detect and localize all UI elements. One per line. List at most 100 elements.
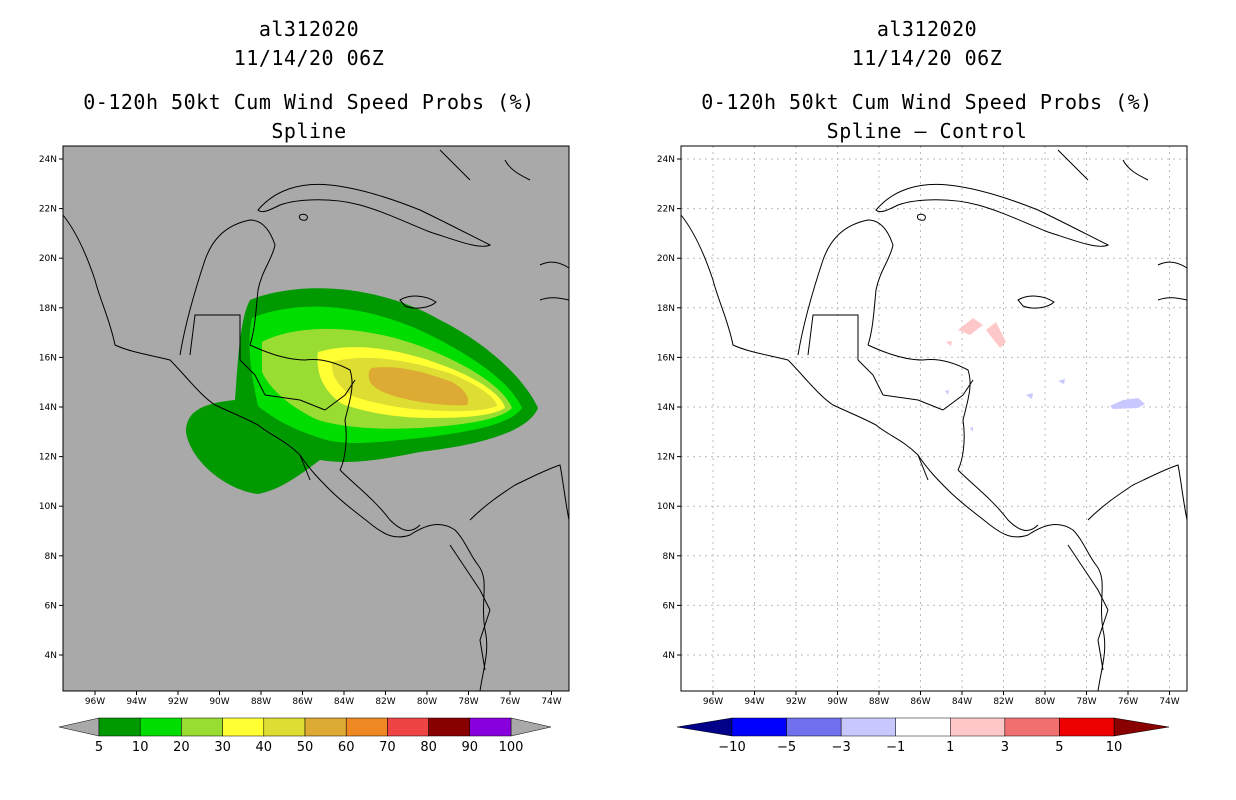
coastline — [479, 609, 491, 671]
map-background — [681, 146, 1187, 691]
colorbar-swatch — [786, 717, 842, 737]
lat-label: 20N — [657, 254, 675, 264]
lon-label: 78W — [458, 697, 478, 707]
diff-region-positive — [958, 318, 983, 335]
lat-label: 14N — [657, 403, 675, 413]
probability-shading — [186, 288, 538, 494]
diff-region-negative — [1026, 393, 1033, 399]
coastline — [1017, 295, 1055, 309]
storm-id: al312020 — [258, 17, 360, 41]
colorbar-arrow-low — [676, 717, 733, 737]
colorbar-label: −10 — [718, 740, 745, 755]
coastline — [469, 464, 570, 521]
diff-region-negative — [1058, 379, 1065, 384]
lat-label: 24N — [657, 155, 675, 165]
colorbar-label: −3 — [832, 740, 851, 755]
lat-label: 18N — [657, 304, 675, 314]
datetime: 11/14/20 06Z — [851, 46, 1003, 70]
coastline — [257, 183, 492, 247]
lat-label: 16N — [39, 353, 57, 363]
map-frame — [680, 145, 1188, 692]
lat-label: 16N — [657, 353, 675, 363]
storm-id: al312020 — [876, 17, 978, 41]
map-frame — [62, 145, 570, 692]
colorbar-label: 60 — [338, 740, 355, 755]
lon-label: 92W — [168, 697, 188, 707]
colorbar-label: 100 — [499, 740, 524, 755]
colorbar: −10 −5 −3 −1 1 3 5 10 — [676, 717, 1170, 755]
coastline — [917, 454, 929, 481]
lat-label: 6N — [45, 601, 57, 611]
colorbar-swatch — [139, 717, 182, 737]
lon-label: 86W — [292, 697, 312, 707]
lon-label: 94W — [744, 697, 764, 707]
colorbar-swatch — [469, 717, 512, 737]
colorbar-label: 10 — [132, 740, 149, 755]
colorbar-swatch — [304, 717, 347, 737]
colorbar-swatch — [950, 717, 1006, 737]
right-panel: al312020 11/14/20 06Z 0-120h 50kt Cum Wi… — [618, 0, 1236, 800]
lon-labels: 96W 94W 92W 90W 88W 86W 84W 82W 80W 78W 76W 74W — [703, 691, 1180, 707]
coastline — [62, 214, 488, 692]
coastline — [249, 344, 353, 471]
lat-label: 12N — [39, 453, 57, 463]
colorbar-label: 5 — [1055, 740, 1063, 755]
probability-map: 24N 22N 20N 18N 16N 14N 12N 10N 8N 6N 4N 96W 94W 92W… — [39, 145, 570, 755]
coastline — [1157, 261, 1188, 301]
coastline — [917, 213, 926, 221]
colorbar-label: 3 — [1001, 740, 1009, 755]
colorbar-label: 50 — [297, 740, 314, 755]
coastline — [1087, 464, 1188, 521]
coastline — [189, 314, 241, 360]
coastlines — [680, 149, 1188, 692]
lon-label: 96W — [703, 697, 723, 707]
product-title: 0-120h 50kt Cum Wind Speed Probs (%) — [701, 90, 1153, 114]
coastline — [857, 359, 884, 396]
lon-label: 74W — [1159, 697, 1179, 707]
prob-region-50 — [368, 367, 468, 406]
coastline — [875, 183, 1110, 247]
colorbar-label: 10 — [1106, 740, 1123, 755]
colorbar-swatch — [1059, 717, 1115, 737]
coastlines — [62, 149, 570, 692]
colorbar-label: 20 — [173, 740, 190, 755]
diff-region-negative — [970, 427, 973, 432]
coastline — [807, 314, 859, 360]
coastline — [324, 379, 356, 411]
coastline — [957, 469, 1039, 531]
diff-region-positive — [986, 322, 1006, 348]
colorbar-arrow-low — [58, 717, 100, 737]
colorbar-label: 30 — [214, 740, 231, 755]
lat-labels: 24N 22N 20N 18N 16N 14N 12N 10N 8N 6N 4N — [657, 155, 681, 661]
lon-labels: 96W 94W 92W 90W 88W 86W 84W 82W 80W 78W 76W 74W — [85, 691, 562, 707]
lat-label: 8N — [45, 552, 57, 562]
lon-label: 78W — [1076, 697, 1096, 707]
coastline — [299, 454, 311, 481]
coastline — [539, 261, 570, 301]
left-panel: al312020 11/14/20 06Z 0-120h 50kt Cum Wi… — [39, 17, 570, 755]
coastline — [942, 379, 974, 411]
diff-region-positive — [946, 341, 952, 346]
lat-label: 18N — [39, 304, 57, 314]
lon-label: 84W — [952, 697, 972, 707]
difference-shading — [945, 318, 1145, 432]
coastline — [264, 394, 326, 411]
lon-label: 76W — [500, 697, 520, 707]
colorbar-swatch — [1004, 717, 1060, 737]
colorbar-swatch — [345, 717, 388, 737]
colorbar-label: 1 — [946, 740, 954, 755]
colorbar-label: 90 — [462, 740, 479, 755]
lat-label: 20N — [39, 254, 57, 264]
lat-label: 4N — [663, 651, 675, 661]
colorbar-label: −5 — [777, 740, 796, 755]
colorbar-label: 80 — [420, 740, 437, 755]
lon-label: 82W — [375, 697, 395, 707]
lat-label: 6N — [663, 601, 675, 611]
lon-label: 90W — [209, 697, 229, 707]
colorbar-arrow-high — [1113, 717, 1170, 737]
lon-label: 88W — [869, 697, 889, 707]
lat-label: 22N — [39, 205, 57, 215]
grid — [681, 146, 1187, 691]
coastline — [797, 219, 894, 356]
product-title: 0-120h 50kt Cum Wind Speed Probs (%) — [83, 90, 535, 114]
